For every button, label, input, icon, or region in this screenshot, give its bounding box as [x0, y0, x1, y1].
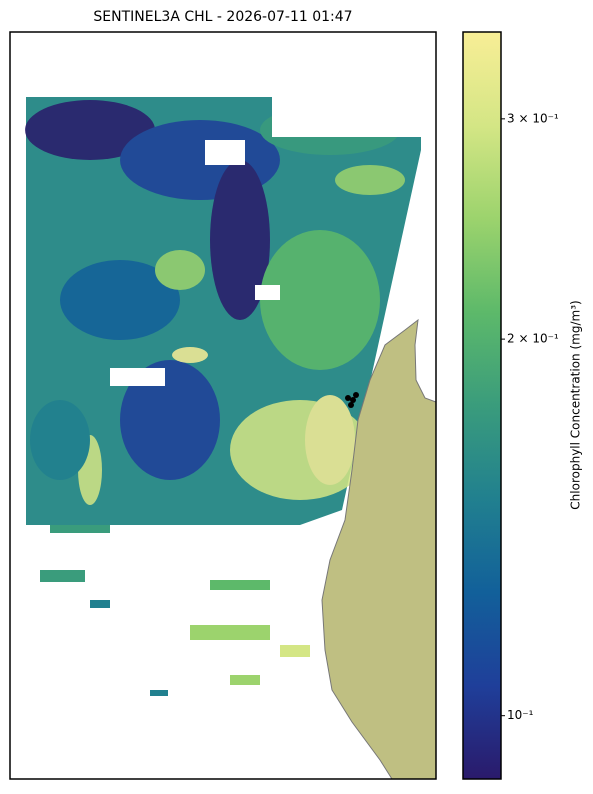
stations [345, 392, 359, 408]
chlorophyll-patches [25, 100, 405, 505]
map [25, 97, 436, 779]
colorbar-tick-label: 2 × 10⁻¹ [507, 332, 559, 346]
land [321, 318, 436, 779]
colorbar-tick-label: 10⁻¹ [507, 708, 534, 722]
cloud-gaps [110, 97, 421, 386]
colorbar [462, 31, 502, 780]
scattered-pixels [40, 525, 310, 696]
map-frame [9, 31, 437, 780]
colorbar-tick-label: 3 × 10⁻¹ [507, 111, 559, 125]
colorbar-label: Chlorophyll Concentration (mg/m³) [569, 300, 583, 509]
title: SENTINEL3A CHL - 2026-07-11 01:47 [93, 9, 352, 25]
